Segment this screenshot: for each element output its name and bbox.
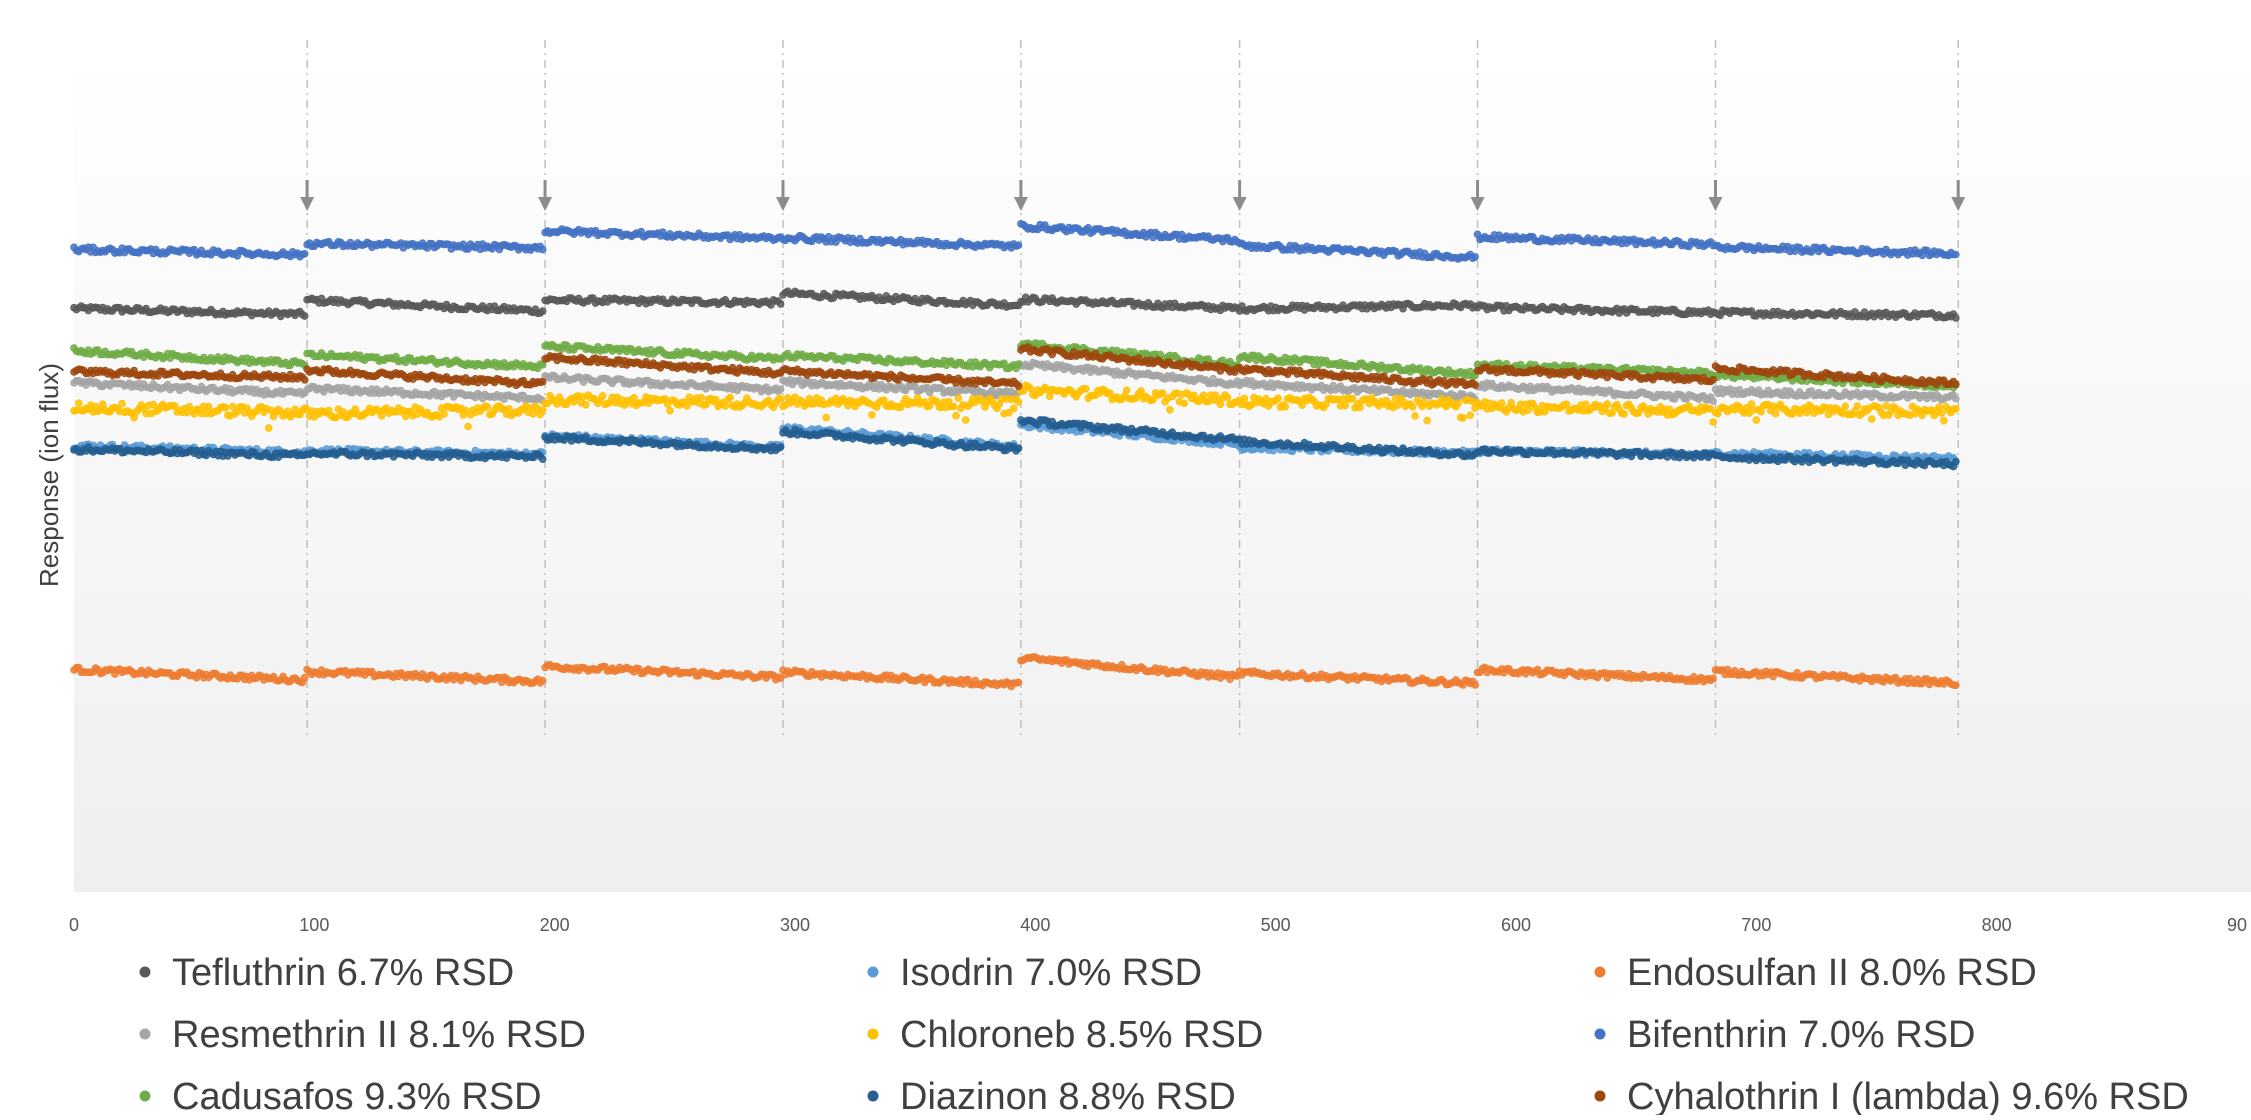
data-point [1082, 385, 1089, 392]
data-point [1753, 417, 1760, 424]
data-point [1868, 416, 1875, 423]
data-point [265, 425, 272, 432]
data-point [539, 308, 546, 315]
plot-area [74, 50, 2251, 892]
data-point [1952, 395, 1959, 402]
data-point [1883, 402, 1890, 409]
data-point [1952, 315, 1959, 322]
data-point [1467, 412, 1474, 419]
data-point [1200, 392, 1207, 399]
data-point [869, 412, 876, 419]
data-point [1217, 401, 1224, 408]
data-point [301, 674, 308, 681]
data-point [205, 403, 212, 410]
data-point [119, 400, 126, 407]
data-point [1940, 417, 1947, 424]
data-point [1046, 393, 1053, 400]
data-point [1275, 395, 1282, 402]
data-point [441, 411, 448, 418]
data-point [1710, 419, 1717, 426]
data-point [722, 403, 729, 410]
data-point [1609, 410, 1616, 417]
data-point [1563, 401, 1570, 408]
data-point [1010, 405, 1017, 412]
data-point [75, 400, 82, 407]
data-point [1138, 388, 1145, 395]
data-point [539, 246, 546, 253]
data-point [1349, 395, 1356, 402]
data-point [1952, 682, 1959, 689]
data-point [539, 677, 546, 684]
data-point [1455, 400, 1462, 407]
data-point [1621, 411, 1628, 418]
data-point [1241, 395, 1248, 402]
data-point [1710, 675, 1717, 682]
data-point [1015, 679, 1022, 686]
data-point [1952, 251, 1959, 258]
data-point [301, 250, 308, 257]
data-point [962, 417, 969, 424]
data-point [1460, 414, 1467, 421]
data-point [1356, 404, 1363, 411]
data-point [599, 392, 606, 399]
data-point [1181, 400, 1188, 407]
data-point [950, 403, 957, 410]
data-point [777, 386, 784, 393]
data-point [222, 404, 229, 411]
data-point [1952, 406, 1959, 413]
data-point [1472, 254, 1479, 261]
data-point [1224, 394, 1231, 401]
data-point [953, 412, 960, 419]
data-point [150, 401, 157, 408]
data-point [727, 394, 734, 401]
data-point [1282, 403, 1289, 410]
data-point [667, 407, 674, 414]
data-point [1772, 410, 1779, 417]
data-point [1412, 413, 1419, 420]
data-point [698, 394, 705, 401]
data-point [1409, 403, 1416, 410]
data-point [777, 395, 784, 402]
data-point [777, 301, 784, 308]
data-point [465, 423, 472, 430]
data-point [484, 403, 491, 410]
data-point [1710, 398, 1717, 405]
data-point [1015, 399, 1022, 406]
data-point [1472, 682, 1479, 689]
data-point [1342, 402, 1349, 409]
data-point [1015, 242, 1022, 249]
data-point [823, 414, 830, 421]
data-point [1123, 387, 1130, 394]
data-point [539, 407, 546, 414]
data-point [1424, 417, 1431, 424]
data-point [301, 313, 308, 320]
data-point [99, 401, 106, 408]
data-point [955, 395, 962, 402]
data-point [1604, 401, 1611, 408]
data-point [1854, 403, 1861, 410]
data-point [1842, 403, 1849, 410]
data-point [583, 401, 590, 408]
data-point [1167, 406, 1174, 413]
data-point [1498, 400, 1505, 407]
data-point [1525, 407, 1532, 414]
data-point [1938, 410, 1945, 417]
